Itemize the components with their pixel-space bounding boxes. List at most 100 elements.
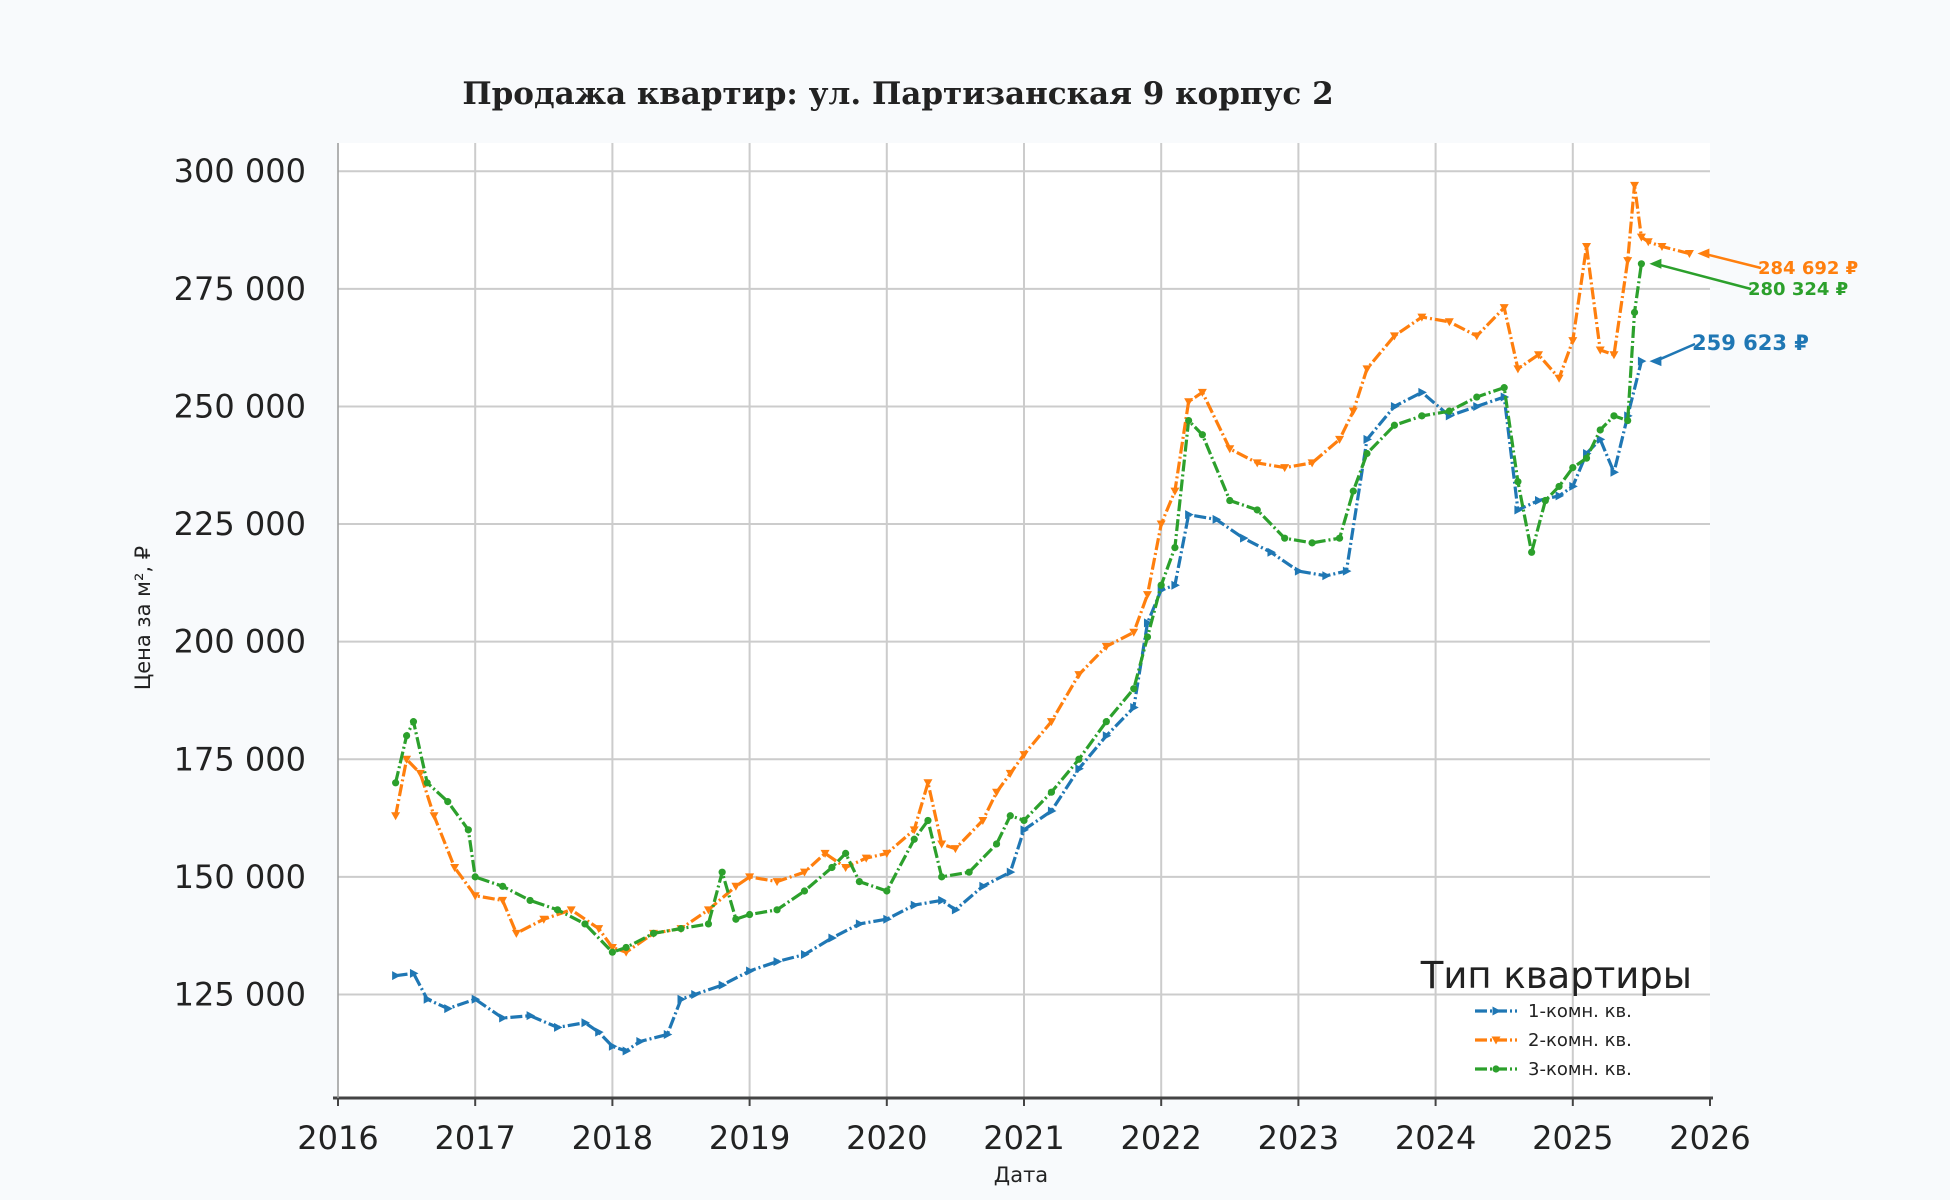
data-point xyxy=(1499,304,1509,313)
data-point xyxy=(1005,769,1015,778)
data-point xyxy=(1156,520,1166,529)
data-point xyxy=(1569,481,1578,491)
legend-entries: 1-комн. кв. 2-комн. кв. 3-комн. кв. xyxy=(1475,1001,1632,1080)
series-line xyxy=(394,263,1643,954)
data-point xyxy=(992,840,1001,848)
data-point xyxy=(581,1018,590,1028)
data-point xyxy=(566,906,576,915)
data-point xyxy=(1019,751,1029,760)
legend: Тип квартиры 1-комн. кв. 2-комн. кв. 3-ком… xyxy=(1420,954,1692,1080)
chart-title: Продажа квартир: ул. Партизанская 9 корп… xyxy=(462,76,1333,112)
legend-marker xyxy=(1492,1065,1500,1073)
data-point xyxy=(1074,671,1084,680)
data-point xyxy=(608,948,617,956)
data-point xyxy=(1500,384,1508,392)
data-point xyxy=(773,906,781,914)
x-tick-label: 2025 xyxy=(1532,1119,1613,1157)
legend-entry-3: 3-комн. кв. xyxy=(1475,1059,1632,1080)
data-point xyxy=(1568,337,1578,346)
data-point xyxy=(423,779,431,787)
data-point xyxy=(636,1037,645,1047)
data-point xyxy=(910,900,920,910)
data-point xyxy=(718,980,728,990)
data-point xyxy=(772,878,782,887)
data-point xyxy=(1348,407,1358,416)
data-point xyxy=(828,863,836,872)
data-point xyxy=(1075,764,1084,774)
data-point xyxy=(621,948,631,957)
data-point xyxy=(1240,533,1249,543)
series-3 xyxy=(392,260,1645,956)
data-point xyxy=(938,895,947,905)
data-point xyxy=(471,873,479,881)
data-point xyxy=(1555,491,1565,501)
y-tick-label: 250 000 xyxy=(174,387,306,425)
data-point xyxy=(1212,514,1222,524)
data-point xyxy=(499,1013,508,1023)
y-tick-label: 225 000 xyxy=(174,505,306,543)
data-point xyxy=(1390,401,1400,411)
data-point xyxy=(1102,731,1112,741)
data-point xyxy=(409,968,419,978)
data-point xyxy=(992,788,1002,797)
data-point xyxy=(1582,242,1592,251)
data-point xyxy=(1630,181,1640,190)
legend-label: 1-комн. кв. xyxy=(1528,1001,1632,1022)
data-point xyxy=(444,798,452,806)
data-point xyxy=(1609,351,1619,360)
data-point xyxy=(1185,416,1193,425)
data-point xyxy=(1595,346,1605,355)
data-point xyxy=(691,990,700,1000)
data-point xyxy=(526,896,534,905)
data-point xyxy=(950,845,960,854)
data-point xyxy=(391,812,401,821)
data-point xyxy=(951,905,961,915)
data-point xyxy=(1322,571,1331,581)
data-point xyxy=(553,906,562,914)
data-point xyxy=(1130,703,1139,713)
legend-title: Тип квартиры xyxy=(1420,954,1692,997)
x-tick-label: 2018 xyxy=(572,1119,653,1157)
data-point xyxy=(800,887,809,895)
data-point xyxy=(1643,238,1653,247)
data-point xyxy=(883,887,891,895)
data-point xyxy=(1046,718,1056,727)
data-point xyxy=(1020,825,1029,835)
data-point xyxy=(402,755,412,764)
data-point xyxy=(731,882,741,891)
data-point xyxy=(1307,459,1317,468)
data-point xyxy=(1473,393,1481,401)
x-axis-label: Дата xyxy=(994,1163,1048,1187)
data-point xyxy=(1535,496,1544,506)
data-point xyxy=(1363,434,1372,444)
data-point xyxy=(1657,242,1667,251)
data-point xyxy=(704,920,713,928)
data-point xyxy=(1444,318,1454,327)
data-point xyxy=(471,994,481,1004)
data-point xyxy=(1252,459,1262,468)
data-point xyxy=(595,1027,604,1037)
data-point xyxy=(882,849,892,858)
data-point xyxy=(554,1022,563,1032)
data-point xyxy=(1170,487,1180,496)
data-point xyxy=(1534,351,1543,360)
data-point xyxy=(1198,431,1206,439)
x-tick-label: 2026 xyxy=(1669,1119,1750,1157)
data-point xyxy=(1142,591,1152,600)
data-point xyxy=(1130,685,1138,693)
series-line xyxy=(395,360,1643,1053)
data-point xyxy=(703,906,713,915)
data-point xyxy=(423,994,433,1004)
data-point xyxy=(526,1011,536,1021)
data-point xyxy=(470,892,480,901)
x-tick-label: 2017 xyxy=(434,1119,515,1157)
end-value-labels: 284 692 ₽280 324 ₽ 259 623 ₽ xyxy=(1649,248,1858,367)
data-point xyxy=(581,920,589,928)
data-point xyxy=(1418,387,1427,397)
data-point xyxy=(403,732,411,740)
data-point xyxy=(1281,534,1289,542)
data-point xyxy=(800,950,810,960)
data-point xyxy=(965,868,973,876)
annotation-arrowhead xyxy=(1649,258,1662,269)
data-point xyxy=(1075,755,1083,763)
